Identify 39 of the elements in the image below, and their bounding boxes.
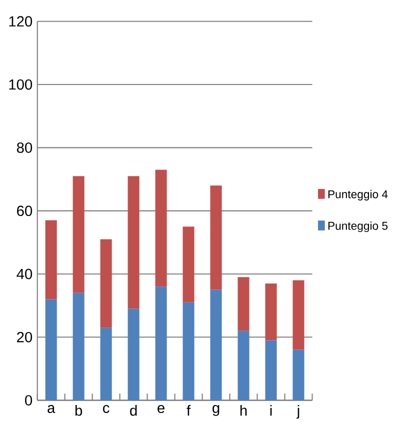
bar xyxy=(128,176,140,309)
legend-label: Punteggio 5 xyxy=(328,221,388,232)
x-tick-label: i xyxy=(270,405,272,416)
x-tick-label: b xyxy=(75,405,82,416)
y-tick-label: 80 xyxy=(16,142,32,153)
bar xyxy=(182,302,194,400)
bar xyxy=(265,340,277,400)
bar xyxy=(155,170,167,287)
bar xyxy=(292,280,304,350)
bar xyxy=(265,283,277,340)
bar xyxy=(210,290,222,400)
y-tick-label: 0 xyxy=(24,395,32,406)
bar xyxy=(182,226,194,302)
x-tick-label: h xyxy=(240,405,246,416)
bar xyxy=(72,292,84,400)
y-tick-label: 40 xyxy=(16,268,32,280)
x-tick-label: c xyxy=(102,405,110,414)
bar xyxy=(128,308,140,400)
bar xyxy=(100,239,112,328)
bar xyxy=(238,277,250,331)
bar xyxy=(238,330,250,400)
bar xyxy=(72,176,84,293)
bar xyxy=(100,328,112,400)
bar xyxy=(292,350,304,400)
x-tick-label: f xyxy=(186,405,190,416)
y-tick-label: 60 xyxy=(16,206,32,216)
x-tick-label: d xyxy=(130,405,137,416)
bar xyxy=(45,220,57,300)
y-tick-label: 120 xyxy=(9,16,32,27)
y-tick-label: 20 xyxy=(16,332,32,342)
bar xyxy=(45,299,57,400)
x-tick-label: j xyxy=(296,405,299,419)
y-tick-label: 100 xyxy=(9,79,32,90)
bar xyxy=(210,186,222,290)
legend-label: Punteggio 4 xyxy=(328,190,388,200)
x-tick-label: a xyxy=(48,405,56,414)
x-tick-label: e xyxy=(157,405,164,414)
bar xyxy=(155,286,167,400)
x-tick-label: g xyxy=(212,405,220,416)
